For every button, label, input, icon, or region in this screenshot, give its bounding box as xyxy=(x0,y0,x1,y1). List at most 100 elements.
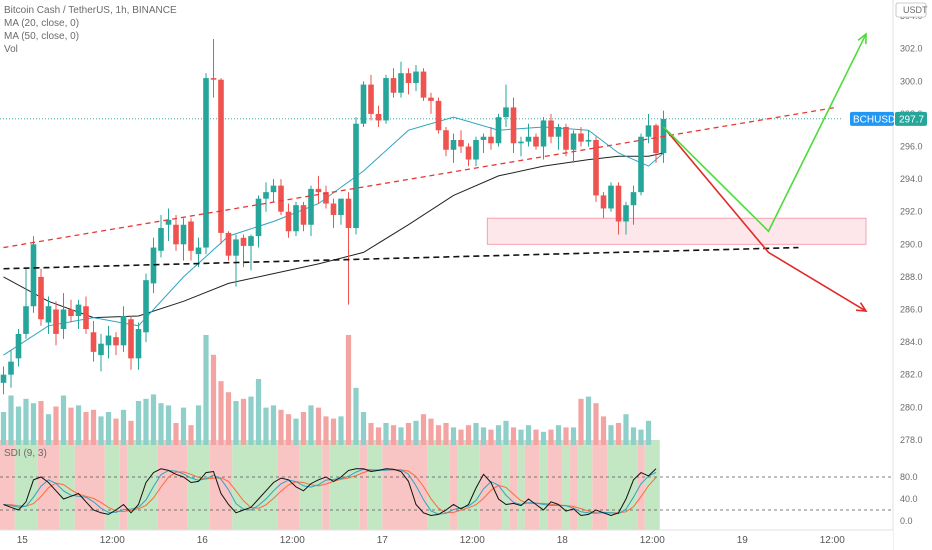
candle-body xyxy=(270,185,277,193)
candle-down xyxy=(210,38,217,98)
candle-down xyxy=(68,299,74,323)
stoch-band xyxy=(59,440,75,530)
candle-body xyxy=(548,120,554,137)
volume-bar-down xyxy=(218,381,224,445)
candle-body xyxy=(533,136,539,147)
time-axis-panel xyxy=(0,530,893,550)
candle-body xyxy=(375,113,382,121)
candle-body xyxy=(53,309,59,334)
stoch-band xyxy=(382,440,428,530)
candle-body xyxy=(45,306,52,323)
volume-bar-down xyxy=(510,427,517,445)
candle-body xyxy=(323,192,329,204)
candle-body xyxy=(443,130,449,150)
volume-bar-down xyxy=(285,414,292,445)
price-tick-label: 294.0 xyxy=(900,174,923,184)
volume-bar-up xyxy=(503,420,509,445)
volume-bar-up xyxy=(525,425,532,445)
candle-up xyxy=(555,123,562,150)
candle-down xyxy=(300,201,307,232)
candle-body xyxy=(653,125,659,154)
volume-bar-down xyxy=(443,423,449,445)
candle-down xyxy=(653,123,659,163)
volume-bar-up xyxy=(143,398,149,445)
legend-symbol: Bitcoin Cash / TetherUS, 1h, BINANCE xyxy=(4,5,177,16)
candle-body xyxy=(623,205,629,222)
volume-bar-up xyxy=(473,423,479,445)
candle-body xyxy=(368,84,374,114)
stoch-band xyxy=(329,440,360,530)
volume-bar-up xyxy=(480,427,487,445)
volume-bar-up xyxy=(75,405,82,445)
last-price-badge xyxy=(895,111,927,126)
candle-down xyxy=(488,126,494,150)
time-tick-label: 12:00 xyxy=(820,535,845,546)
candle-up xyxy=(570,130,577,163)
candle-up xyxy=(75,299,82,330)
volume-bar-up xyxy=(180,407,187,445)
stoch-band xyxy=(104,440,120,530)
candle-body xyxy=(105,335,112,346)
candle-down xyxy=(510,97,517,154)
candle-down xyxy=(563,123,569,157)
candle-body xyxy=(38,276,44,320)
candle-body xyxy=(563,126,569,150)
candle-down xyxy=(443,126,449,157)
volume-bar-up xyxy=(353,387,359,445)
candle-body xyxy=(225,232,232,256)
volume-bar-down xyxy=(548,429,554,445)
currency-badge xyxy=(895,2,927,18)
candle-up xyxy=(480,133,487,154)
chart-legend: Bitcoin Cash / TetherUS, 1h, BINANCE MA … xyxy=(4,4,177,56)
volume-bar-up xyxy=(195,405,202,445)
candle-body xyxy=(113,337,119,346)
volume-bar-up xyxy=(630,427,637,445)
candle-up xyxy=(255,195,262,248)
volume-bar-up xyxy=(0,412,7,445)
candle-body xyxy=(293,205,299,232)
candle-down xyxy=(188,218,194,261)
volume-bar-down xyxy=(83,412,89,445)
stoch-band xyxy=(119,440,128,530)
volume-bar-up xyxy=(638,429,644,445)
candle-body xyxy=(203,78,209,248)
candle-up xyxy=(158,214,164,258)
legend-vol: Vol xyxy=(4,44,18,55)
volume-bar-down xyxy=(300,412,307,445)
candle-up xyxy=(8,350,14,388)
candle-body xyxy=(428,97,434,101)
stoch-band xyxy=(547,440,563,530)
candle-body xyxy=(240,237,247,246)
volume-bar-up xyxy=(308,405,314,445)
volume-bar-down xyxy=(615,423,622,445)
price-tick-label: 286.0 xyxy=(900,304,923,314)
candle-body xyxy=(0,374,7,383)
candle-body xyxy=(173,224,179,245)
stoch-band xyxy=(524,440,540,530)
candle-body xyxy=(218,79,224,233)
candle-body xyxy=(255,198,262,237)
volume-bar-up xyxy=(293,418,299,445)
volume-bar-up xyxy=(398,427,404,445)
time-tick-label: 17 xyxy=(377,535,389,546)
candle-body xyxy=(645,125,652,137)
volume-bar-down xyxy=(240,398,247,445)
candle-down xyxy=(90,320,97,362)
candle-body xyxy=(308,188,314,225)
volume-bar-up xyxy=(8,395,14,445)
volume-bar-up xyxy=(413,420,419,445)
candle-body xyxy=(143,280,149,333)
candle-body xyxy=(15,333,22,359)
candle-body xyxy=(353,123,359,228)
candle-body xyxy=(585,140,592,142)
candle-body xyxy=(413,71,419,83)
bearish-projection-arrow xyxy=(662,126,868,313)
candle-body xyxy=(555,126,562,137)
stoch-band xyxy=(637,440,645,530)
stoch-band xyxy=(37,440,60,530)
candle-up xyxy=(120,306,127,352)
candle-down xyxy=(465,143,472,167)
candle-body xyxy=(128,319,134,359)
stoch-band xyxy=(127,440,158,530)
